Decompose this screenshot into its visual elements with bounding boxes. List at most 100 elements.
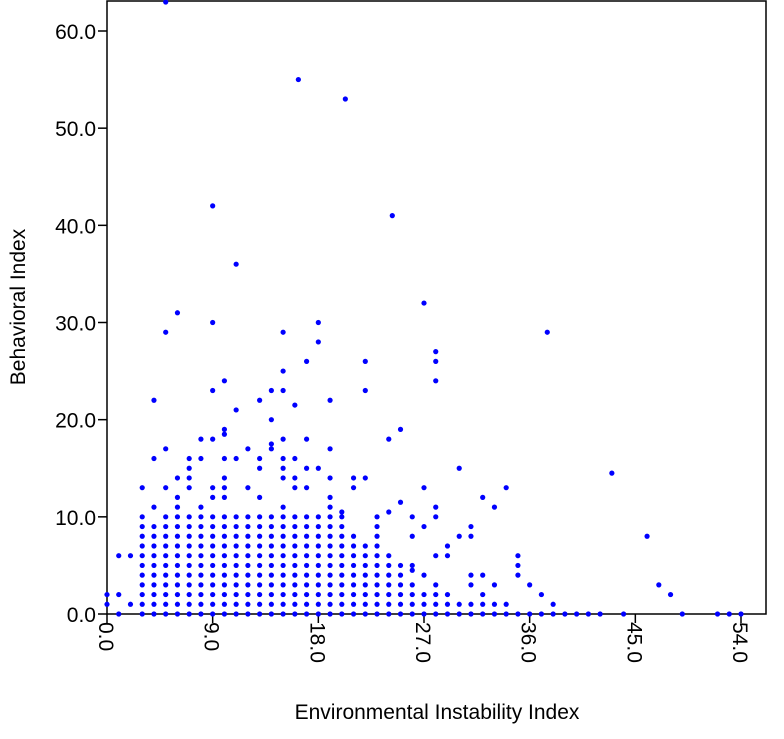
data-point (245, 485, 251, 491)
data-point (397, 499, 404, 505)
data-point (221, 562, 228, 569)
data-point (609, 470, 615, 476)
data-point (327, 562, 333, 569)
data-point (280, 572, 286, 578)
data-point (362, 601, 368, 607)
data-point (151, 591, 157, 598)
data-point (327, 601, 333, 607)
data-point (163, 591, 169, 598)
y-axis-title: Behavioral Index (7, 228, 30, 385)
data-point (280, 562, 286, 569)
data-point (444, 611, 451, 617)
data-point (268, 611, 274, 617)
data-point (409, 582, 415, 588)
data-point (339, 509, 345, 515)
data-point (585, 611, 591, 617)
data-point (221, 485, 228, 491)
data-point (303, 543, 310, 549)
data-point (163, 562, 169, 569)
data-point (292, 455, 298, 462)
data-point (468, 533, 474, 539)
data-point (315, 591, 321, 598)
x-tick-label: 0.0 (94, 622, 117, 651)
data-point (210, 514, 216, 520)
data-point (186, 572, 192, 578)
data-point (538, 611, 545, 617)
data-point (174, 601, 181, 607)
data-point (280, 582, 286, 588)
data-point (620, 611, 627, 617)
data-point (233, 572, 239, 578)
data-point (303, 591, 310, 598)
data-point (151, 533, 157, 539)
data-point (397, 582, 404, 588)
data-point (198, 514, 204, 520)
data-point (374, 572, 380, 578)
data-point (221, 378, 228, 384)
data-point (151, 582, 157, 588)
data-point (327, 543, 333, 549)
data-point (386, 611, 392, 617)
data-point (303, 485, 310, 491)
x-axis-title: Environmental Instability Index (295, 701, 580, 724)
data-point (198, 591, 204, 598)
data-point (409, 611, 415, 617)
data-point (233, 455, 239, 462)
data-point (174, 533, 181, 539)
data-point (315, 543, 321, 549)
data-point (280, 455, 286, 462)
data-point (409, 562, 415, 569)
data-point (257, 543, 263, 549)
data-point (210, 523, 216, 530)
data-point (186, 523, 192, 530)
data-point (679, 611, 685, 617)
data-point (374, 562, 380, 569)
data-point (374, 543, 380, 549)
data-point (374, 514, 380, 520)
data-point (468, 611, 474, 617)
data-point (139, 582, 145, 588)
data-point (257, 514, 263, 520)
data-point (397, 426, 404, 432)
data-point (257, 572, 263, 578)
x-tick-label: 36.0 (517, 622, 540, 663)
data-point (174, 494, 181, 500)
data-point (257, 397, 263, 403)
data-point (245, 553, 251, 559)
data-point (409, 533, 415, 539)
data-point (726, 611, 732, 617)
data-point (198, 436, 204, 442)
data-point (433, 514, 439, 520)
data-point (186, 455, 192, 462)
data-point (210, 553, 216, 559)
data-point (198, 504, 204, 510)
data-point (433, 553, 439, 559)
data-point (397, 572, 404, 578)
data-point (210, 436, 216, 442)
data-point (397, 591, 404, 598)
data-point (421, 300, 427, 306)
data-point (409, 591, 415, 598)
y-tick-label: 10.0 (55, 507, 96, 530)
data-point (480, 611, 486, 617)
data-point (174, 310, 181, 316)
data-point (456, 465, 462, 471)
data-point (421, 572, 427, 578)
data-point (433, 378, 439, 384)
data-point (221, 455, 228, 462)
data-point (116, 553, 122, 559)
data-point (186, 582, 192, 588)
data-point (315, 611, 321, 617)
data-point (362, 562, 368, 569)
data-point (362, 611, 368, 617)
data-point (327, 523, 333, 530)
data-point (327, 514, 333, 520)
data-point (186, 533, 192, 539)
data-point (245, 562, 251, 569)
data-point (245, 533, 251, 539)
data-point (374, 553, 380, 559)
data-point (574, 611, 580, 617)
data-point (186, 485, 192, 491)
data-point (174, 591, 181, 598)
data-point (656, 582, 662, 588)
